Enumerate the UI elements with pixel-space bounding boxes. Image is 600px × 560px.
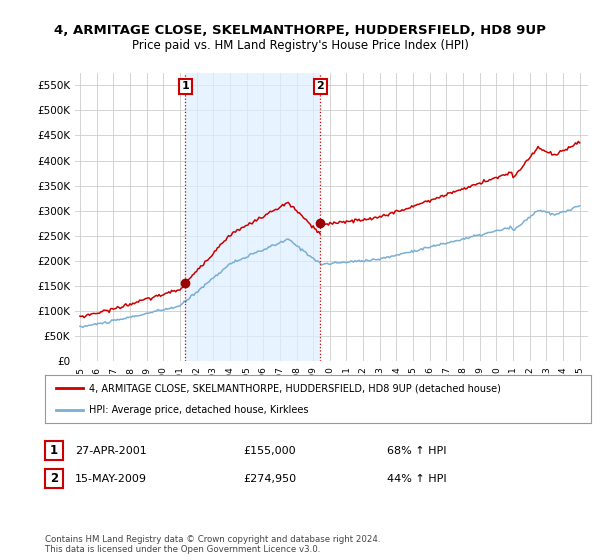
Text: £274,950: £274,950 xyxy=(243,474,296,484)
Text: 1: 1 xyxy=(182,81,190,91)
Text: 4, ARMITAGE CLOSE, SKELMANTHORPE, HUDDERSFIELD, HD8 9UP (detached house): 4, ARMITAGE CLOSE, SKELMANTHORPE, HUDDER… xyxy=(89,383,500,393)
Text: 2: 2 xyxy=(316,81,324,91)
Text: 1: 1 xyxy=(50,444,58,458)
Text: 68% ↑ HPI: 68% ↑ HPI xyxy=(387,446,446,456)
Text: Contains HM Land Registry data © Crown copyright and database right 2024.
This d: Contains HM Land Registry data © Crown c… xyxy=(45,535,380,554)
Text: Price paid vs. HM Land Registry's House Price Index (HPI): Price paid vs. HM Land Registry's House … xyxy=(131,39,469,53)
Text: 15-MAY-2009: 15-MAY-2009 xyxy=(75,474,147,484)
Text: 4, ARMITAGE CLOSE, SKELMANTHORPE, HUDDERSFIELD, HD8 9UP: 4, ARMITAGE CLOSE, SKELMANTHORPE, HUDDER… xyxy=(54,24,546,38)
Text: 27-APR-2001: 27-APR-2001 xyxy=(75,446,147,456)
Bar xyxy=(185,73,320,361)
Text: 44% ↑ HPI: 44% ↑ HPI xyxy=(387,474,446,484)
Text: £155,000: £155,000 xyxy=(243,446,296,456)
Text: 2: 2 xyxy=(50,472,58,486)
Text: HPI: Average price, detached house, Kirklees: HPI: Average price, detached house, Kirk… xyxy=(89,405,308,415)
